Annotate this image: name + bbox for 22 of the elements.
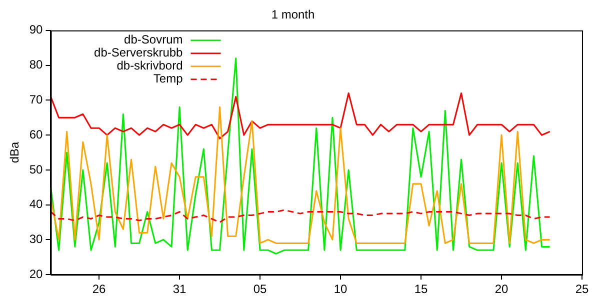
chart-title: 1 month	[271, 8, 315, 22]
y-tick-label: 40	[29, 197, 44, 212]
x-tick-label: 25	[575, 282, 589, 296]
line-series	[50, 209, 551, 224]
x-tick-label: 26	[92, 282, 106, 296]
x-tick-label: 15	[414, 282, 428, 296]
y-tick-label: 60	[29, 127, 44, 142]
legend-label: db-Sovrum	[124, 32, 183, 47]
legend-label: db-Serverskrubb	[94, 46, 184, 60]
x-tick-label: 20	[494, 282, 508, 296]
y-tick-label: 50	[29, 162, 44, 176]
x-tick-label: 10	[334, 282, 348, 296]
y-tick-label: 80	[29, 58, 44, 72]
y-tick-label: 70	[29, 92, 44, 106]
x-tick-label: 31	[172, 282, 187, 296]
legend-label: Temp	[153, 72, 184, 86]
x-tick-label: 05	[253, 282, 268, 296]
y-tick-label: 20	[29, 266, 44, 281]
legend-label: db-skrivbord	[116, 58, 183, 73]
y-tick-label: 90	[29, 22, 44, 37]
y-axis-title: dBa	[8, 142, 22, 164]
y-tick-label: 30	[29, 232, 44, 246]
